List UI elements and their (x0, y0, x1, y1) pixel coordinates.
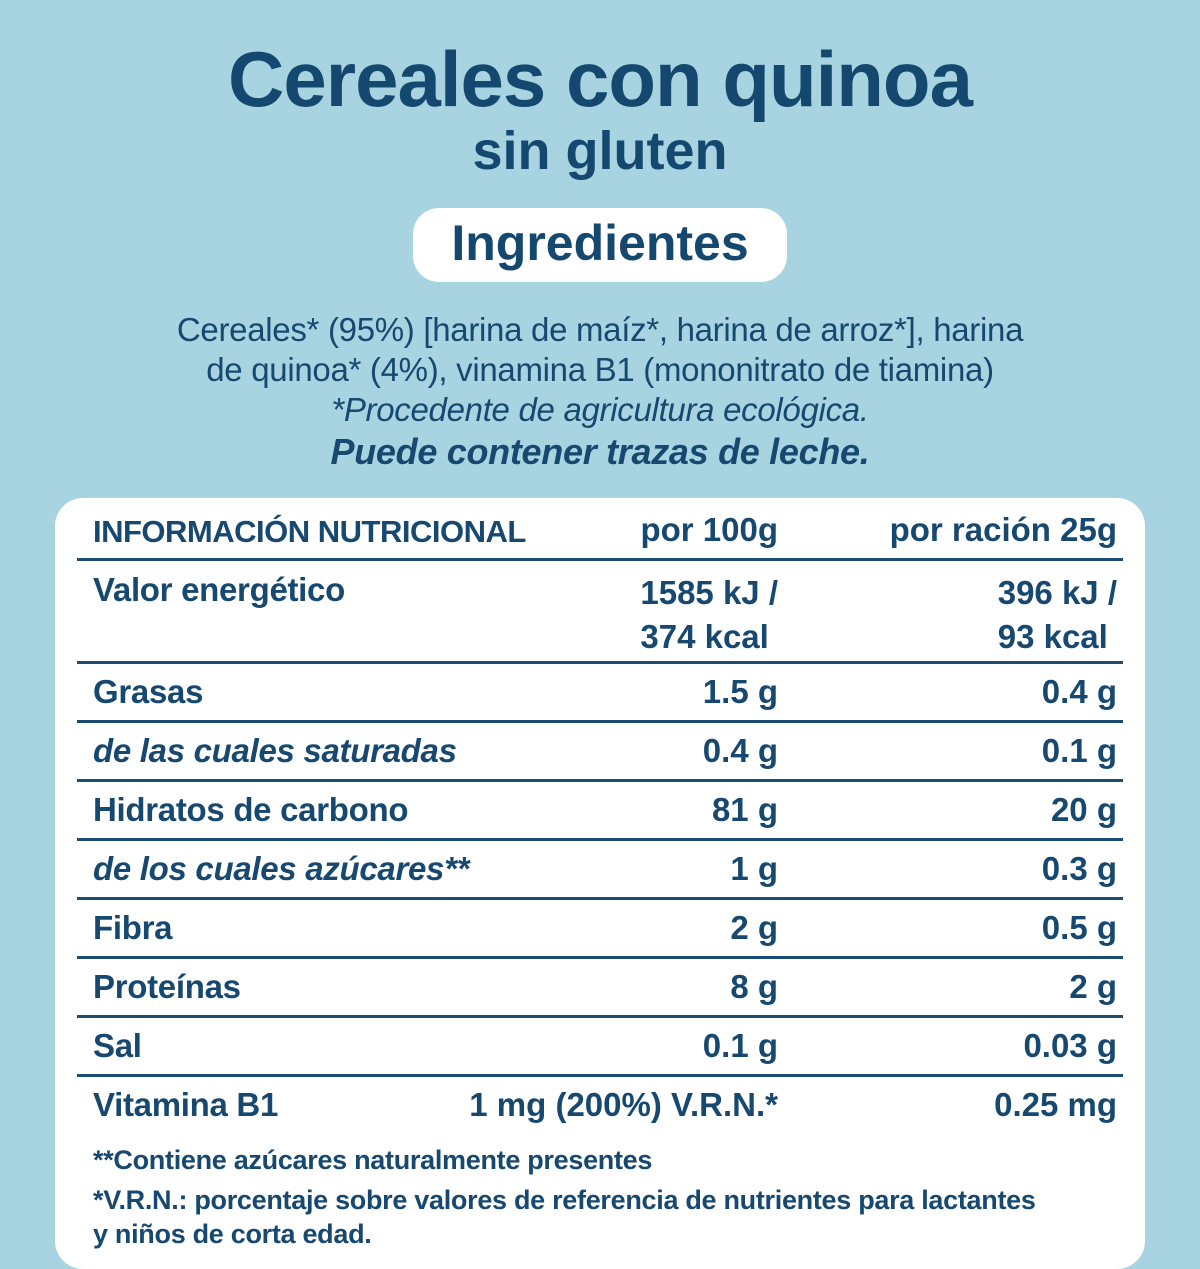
row-label-vitamin-b1: Vitamina B1 (93, 1086, 278, 1123)
table-row-salt: Sal 0.1 g 0.03 g (77, 1018, 1123, 1077)
sugars-per-100g-value: 1 g (730, 850, 778, 887)
energy-per-25g-kj: 396 kJ / (997, 574, 1117, 611)
row-label-fiber: Fibra (93, 909, 173, 946)
table-row-protein: Proteínas 8 g 2 g (77, 959, 1123, 1018)
row-label-saturated-fat: de las cuales saturadas (93, 732, 457, 769)
table-row-saturated-fat: de las cuales saturadas 0.4 g 0.1 g (77, 723, 1123, 782)
ingredients-line-1: Cereales* (95%) [harina de maíz*, harina… (176, 311, 1024, 348)
energy-per-25g-kcal: 93 kcal (997, 618, 1108, 655)
ingredients-text: Cereales* (95%) [harina de maíz*, harina… (0, 310, 1200, 390)
protein-per-100g-value: 8 g (730, 968, 778, 1005)
table-title: INFORMACIÓN NUTRICIONAL (93, 514, 526, 549)
column-header-per-100g: por 100g (640, 511, 778, 548)
table-row-energy: Valor energético 1585 kJ / 374 kcal 396 … (77, 561, 1123, 664)
vitamin-b1-per-25g-value: 0.25 mg (994, 1086, 1117, 1123)
ingredients-badge: Ingredientes (413, 208, 787, 282)
table-footnotes: **Contiene azúcares naturalmente present… (77, 1133, 1123, 1251)
table-row-carbohydrates: Hidratos de carbono 81 g 20 g (77, 782, 1123, 841)
table-row-sugars: de los cuales azúcares** 1 g 0.3 g (77, 841, 1123, 900)
energy-per-100g-value: 1585 kJ / 374 kcal (640, 571, 778, 659)
saturated-fat-per-25g-value: 0.1 g (1041, 732, 1117, 769)
product-subtitle: sin gluten (472, 121, 728, 181)
product-title: Cereales con quinoa (228, 35, 973, 123)
ingredients-badge-row: Ingredientes (0, 208, 1200, 282)
energy-per-100g-kj: 1585 kJ / (640, 574, 778, 611)
row-label-sugars: de los cuales azúcares** (93, 850, 470, 887)
nutrition-panel: INFORMACIÓN NUTRICIONAL por 100g por rac… (55, 498, 1145, 1269)
table-row-fat: Grasas 1.5 g 0.4 g (77, 664, 1123, 723)
footnote-sugars: **Contiene azúcares naturalmente present… (93, 1145, 653, 1175)
table-header-row: INFORMACIÓN NUTRICIONAL por 100g por rac… (77, 502, 1123, 561)
ingredients-line-2: de quinoa* (4%), vinamina B1 (mononitrat… (206, 351, 994, 388)
row-label-fat: Grasas (93, 673, 204, 710)
footnote-vrn-line-2: y niños de corta edad. (93, 1219, 372, 1249)
fat-per-25g-value: 0.4 g (1041, 673, 1117, 710)
row-label-carbohydrates: Hidratos de carbono (93, 791, 409, 828)
carbohydrates-per-100g-value: 81 g (711, 791, 778, 828)
energy-per-100g-kcal: 374 kcal (640, 618, 769, 655)
salt-per-100g-value: 0.1 g (702, 1027, 778, 1064)
protein-per-25g-value: 2 g (1069, 968, 1117, 1005)
table-row-vitamin-b1: Vitamina B1 1 mg (200%) V.R.N.* 0.25 mg (77, 1077, 1123, 1133)
column-header-per-racion-25g: por ración 25g (889, 511, 1117, 548)
row-label-salt: Sal (93, 1027, 142, 1064)
vitamin-b1-per-100g-value: 1 mg (200%) V.R.N.* (469, 1086, 778, 1123)
fiber-per-100g-value: 2 g (730, 909, 778, 946)
organic-note: *Procedente de agricultura ecológica. (331, 391, 869, 428)
footnote-vrn-line-1: *V.R.N.: porcentaje sobre valores de ref… (93, 1185, 1036, 1215)
saturated-fat-per-100g-value: 0.4 g (702, 732, 778, 769)
salt-per-25g-value: 0.03 g (1023, 1027, 1117, 1064)
energy-per-25g-value: 396 kJ / 93 kcal (998, 571, 1117, 659)
allergen-note: Puede contener trazas de leche. (330, 431, 870, 472)
fat-per-100g-value: 1.5 g (702, 673, 778, 710)
row-label-energy: Valor energético (93, 571, 345, 608)
fiber-per-25g-value: 0.5 g (1041, 909, 1117, 946)
table-row-fiber: Fibra 2 g 0.5 g (77, 900, 1123, 959)
carbohydrates-per-25g-value: 20 g (1050, 791, 1117, 828)
row-label-protein: Proteínas (93, 968, 241, 1005)
sugars-per-25g-value: 0.3 g (1041, 850, 1117, 887)
